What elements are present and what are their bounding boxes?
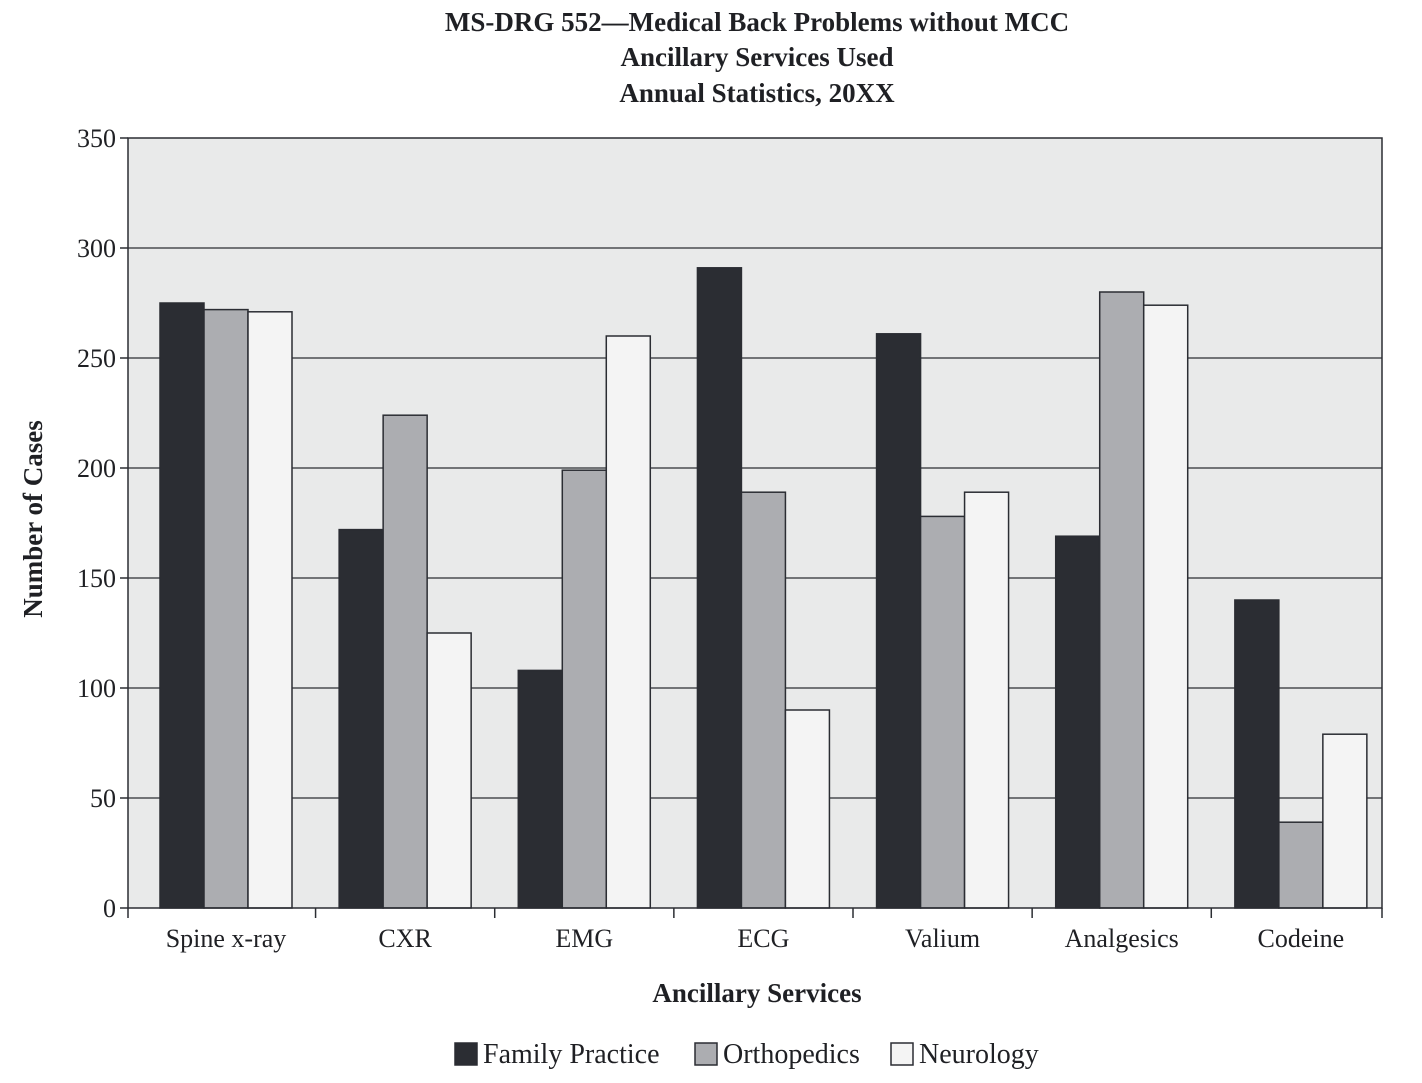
bar-family-practice: [338, 528, 384, 909]
legend-label: Orthopedics: [723, 1039, 860, 1070]
x-tick-label: Spine x-ray: [166, 924, 287, 953]
bar-orthopedics: [1098, 291, 1145, 909]
y-axis: 0 50 100 150 200 250 300 350: [77, 124, 128, 923]
bars: [159, 267, 1368, 909]
chart-title-line-3: Annual Statistics, 20XX: [619, 78, 895, 108]
bar-orthopedics: [203, 308, 249, 909]
bar-neurology: [963, 491, 1010, 909]
bar-neurology: [605, 335, 652, 909]
bar-neurology: [784, 709, 831, 909]
x-axis-title: Ancillary Services: [652, 978, 861, 1008]
chart-title-line-1: MS-DRG 552—Medical Back Problems without…: [445, 7, 1069, 37]
bar-neurology: [426, 632, 472, 909]
bar-family-practice: [696, 267, 743, 909]
y-tick-label: 300: [77, 234, 116, 263]
bar-family-practice: [1054, 535, 1101, 909]
x-tick-label: EMG: [555, 924, 613, 953]
bar-orthopedics: [382, 414, 428, 909]
legend-label: Family Practice: [483, 1039, 660, 1070]
x-tick-label: Analgesics: [1065, 924, 1179, 953]
legend-swatch: [694, 1042, 718, 1066]
legend: Family Practice Orthopedics Neurology: [454, 1039, 1039, 1070]
bar-orthopedics: [1278, 821, 1324, 909]
chart-title-line-2: Ancillary Services Used: [621, 42, 894, 72]
x-tick-label: Valium: [905, 924, 980, 953]
x-tick-label: Codeine: [1258, 924, 1345, 953]
y-tick-label: 150: [77, 564, 116, 593]
bar-neurology: [1142, 304, 1189, 909]
bar-family-practice: [159, 302, 205, 909]
bar-family-practice: [517, 669, 564, 909]
bar-orthopedics: [919, 515, 966, 909]
chart-title: MS-DRG 552—Medical Back Problems without…: [445, 7, 1069, 108]
x-tick-label: CXR: [378, 924, 432, 953]
legend-swatch: [890, 1042, 914, 1066]
legend-swatch: [454, 1042, 478, 1066]
y-tick-label: 350: [77, 124, 116, 153]
plot-frame: [127, 137, 1383, 909]
bar-neurology: [1322, 733, 1368, 909]
y-tick-label: 200: [77, 454, 116, 483]
y-tick-label: 50: [90, 784, 116, 813]
y-axis-title: Number of Cases: [18, 420, 48, 618]
bar-orthopedics: [561, 469, 608, 909]
y-tick-label: 0: [103, 894, 116, 923]
legend-label: Neurology: [919, 1039, 1039, 1070]
y-tick-label: 250: [77, 344, 116, 373]
x-axis: Spine x-ray CXR EMG ECG Valium Analgesics Code…: [127, 908, 1383, 953]
y-tick-label: 100: [77, 674, 116, 703]
bar-neurology: [247, 311, 293, 909]
x-tick-label: ECG: [737, 924, 789, 953]
bar-orthopedics: [740, 491, 787, 909]
bar-family-practice: [875, 333, 922, 909]
bar-family-practice: [1234, 599, 1280, 909]
